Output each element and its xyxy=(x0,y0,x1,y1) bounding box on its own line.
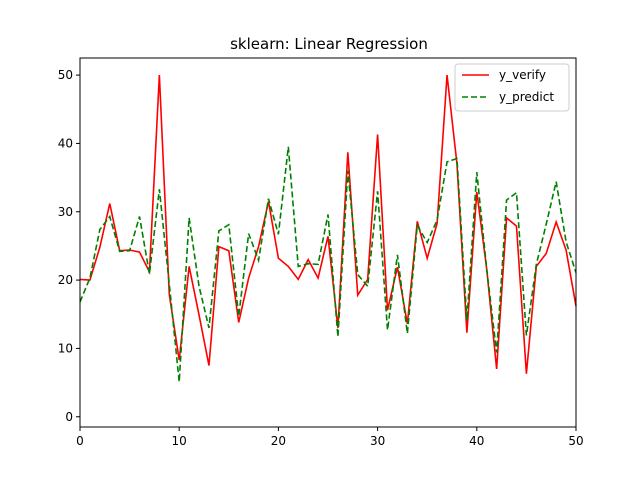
chart-title: sklearn: Linear Regression xyxy=(230,35,428,53)
y-tick-label: 40 xyxy=(58,136,73,150)
y-tick-label: 50 xyxy=(58,68,73,82)
x-tick-label: 30 xyxy=(370,434,385,448)
legend-label-y-predict: y_predict xyxy=(499,90,554,104)
x-axis: 0 10 20 30 40 50 xyxy=(76,427,584,448)
x-tick-label: 40 xyxy=(469,434,484,448)
y-tick-label: 10 xyxy=(58,341,73,355)
y-tick-label: 0 xyxy=(65,410,73,424)
plot-frame xyxy=(79,57,577,428)
x-tick-label: 10 xyxy=(172,434,187,448)
legend: y_verify y_predict xyxy=(454,63,570,112)
y-axis: 0 10 20 30 40 50 xyxy=(58,68,80,424)
y-tick-label: 30 xyxy=(58,205,73,219)
x-tick-label: 50 xyxy=(568,434,583,448)
plot-lines xyxy=(79,74,577,382)
series-line-y-verify xyxy=(79,74,577,374)
x-tick-label: 20 xyxy=(271,434,286,448)
y-tick-label: 20 xyxy=(58,273,73,287)
series-line-y-predict xyxy=(79,146,577,382)
x-tick-label: 0 xyxy=(76,434,84,448)
legend-label-y-verify: y_verify xyxy=(499,68,546,82)
